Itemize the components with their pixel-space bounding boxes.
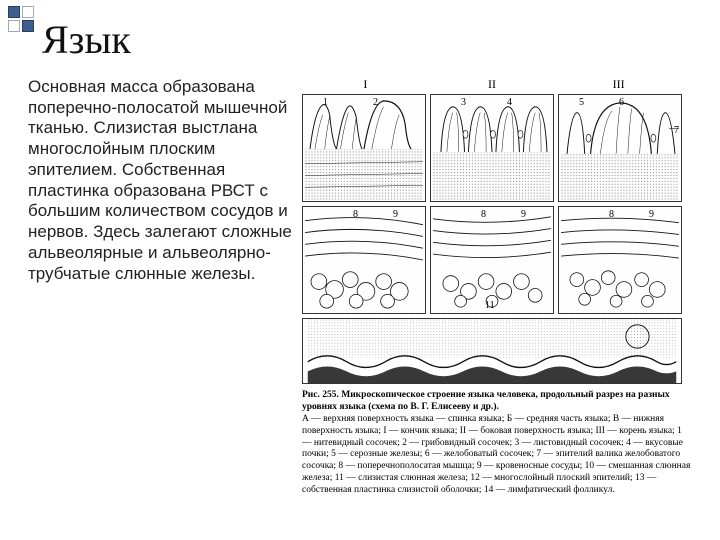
num-8a: 8	[353, 209, 358, 220]
panel-a2: 3 4	[430, 94, 554, 202]
histology-icon	[303, 95, 425, 201]
histology-icon	[303, 319, 681, 383]
num-1: 1	[323, 97, 328, 108]
accent-square	[8, 6, 20, 18]
page-title: Язык	[42, 16, 692, 63]
col-label-2: II	[429, 77, 556, 92]
panel-b1: Б 8 9 10	[302, 206, 426, 314]
panel-a1: А 1 2	[302, 94, 426, 202]
num-2: 2	[373, 97, 378, 108]
content-row: Основная масса образована поперечно-поло…	[28, 77, 692, 497]
caption-body: А — верхняя поверхность языка — спинка я…	[302, 414, 690, 495]
num-11: 11	[485, 300, 495, 311]
col-label-3: III	[555, 77, 682, 92]
panel-b2: 8 9 11	[430, 206, 554, 314]
num-3: 3	[461, 97, 466, 108]
figure-wrap: I II III А 1 2	[302, 77, 692, 497]
panel-b3: 8 9	[558, 206, 682, 314]
figure: I II III А 1 2	[294, 77, 692, 497]
histology-icon	[303, 207, 425, 313]
column-headers: I II III	[302, 77, 682, 94]
panel-a3: 5 6 7	[558, 94, 682, 202]
histology-icon	[559, 207, 681, 313]
histology-icon	[431, 95, 553, 201]
num-9b: 9	[521, 209, 526, 220]
accent-square	[22, 20, 34, 32]
num-9c: 9	[649, 209, 654, 220]
num-6: 6	[619, 97, 624, 108]
panel-v: В 14 13 12	[302, 318, 682, 384]
num-9a: 9	[393, 209, 398, 220]
slide: Язык Основная масса образована поперечно…	[0, 0, 720, 540]
caption-title: Рис. 255. Микроскопическое строение язык…	[302, 390, 670, 412]
accent-square	[22, 6, 34, 18]
num-8b: 8	[481, 209, 486, 220]
col-label-1: I	[302, 77, 429, 92]
figure-caption: Рис. 255. Микроскопическое строение язык…	[302, 390, 692, 497]
accent-square	[8, 20, 20, 32]
num-7: 7	[674, 125, 679, 136]
num-8c: 8	[609, 209, 614, 220]
num-5: 5	[579, 97, 584, 108]
figure-grid: А 1 2	[302, 94, 682, 314]
histology-icon	[559, 95, 681, 201]
num-4: 4	[507, 97, 512, 108]
histology-icon	[431, 207, 553, 313]
body-text: Основная масса образована поперечно-поло…	[28, 77, 294, 497]
